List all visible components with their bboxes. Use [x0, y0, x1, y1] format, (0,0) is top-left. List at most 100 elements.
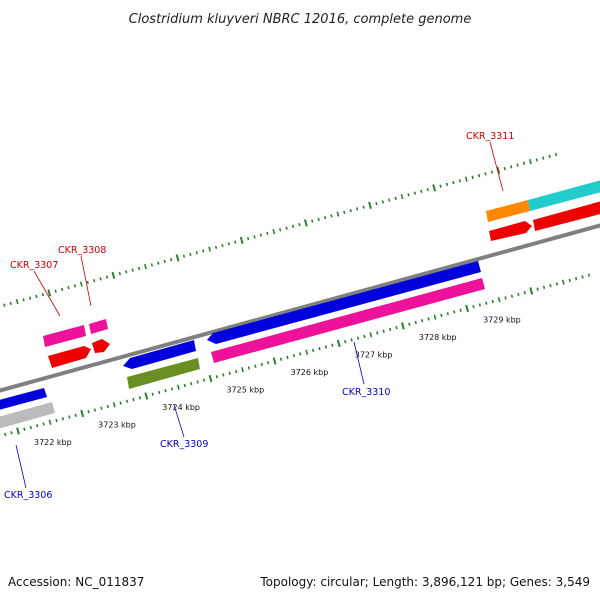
position-tick-label: 3725 kbp: [226, 385, 264, 394]
major-tick-mark: [239, 236, 244, 245]
minor-tick-mark: [452, 180, 455, 185]
minor-tick-mark: [222, 373, 225, 377]
minor-tick-mark: [490, 170, 494, 174]
minor-tick-mark: [23, 427, 26, 431]
minor-tick-mark: [189, 252, 192, 257]
minor-tick-mark: [349, 208, 352, 213]
minor-tick-mark: [485, 301, 488, 305]
minor-tick-mark: [464, 176, 468, 182]
gene-label-ckr-3306[interactable]: CKR_3306: [4, 490, 52, 501]
major-tick-mark: [47, 289, 52, 297]
minor-tick-mark: [477, 173, 481, 178]
minor-tick-mark: [196, 380, 199, 384]
minor-tick-mark: [408, 322, 411, 326]
minor-tick-mark: [3, 303, 6, 307]
accession-text: Accession: NC_011837: [8, 575, 144, 589]
minor-tick-mark: [542, 285, 546, 290]
minor-tick-mark: [298, 222, 301, 227]
minor-tick-mark: [246, 236, 250, 241]
minor-tick-mark: [29, 425, 32, 430]
minor-tick-mark: [169, 257, 173, 262]
minor-tick-mark: [356, 336, 360, 340]
minor-tick-mark: [260, 362, 263, 367]
gene-ckr-3310[interactable]: [211, 278, 485, 363]
gene-ckr-3306[interactable]: [0, 388, 47, 415]
gene-label-ckr-3308[interactable]: CKR_3308: [58, 245, 106, 256]
minor-tick-mark: [458, 179, 461, 183]
minor-tick-mark: [446, 312, 449, 316]
minor-tick-mark: [330, 214, 333, 218]
gene-label-ckr-3307[interactable]: CKR_3307: [10, 260, 58, 271]
minor-tick-mark: [555, 282, 559, 286]
gene-bar: [489, 221, 532, 241]
minor-tick-mark: [497, 297, 501, 303]
minor-tick-mark: [279, 228, 282, 232]
gene-bar: [127, 358, 200, 389]
gene-labels: CKR_3306 CKR_3307 CKR_3308 CKR_3309 CKR_…: [4, 131, 514, 501]
gene-label-ckr-3311[interactable]: CKR_3311: [466, 131, 514, 142]
minor-tick-mark: [150, 263, 154, 267]
genome-summary-text: Topology: circular; Length: 3,896,121 bp…: [259, 575, 590, 589]
genome-backbone: [0, 223, 600, 393]
minor-tick-mark: [472, 305, 475, 309]
minor-tick-mark: [382, 329, 385, 333]
minor-tick-mark: [568, 278, 571, 283]
minor-tick-mark: [305, 349, 309, 355]
major-tick-mark: [272, 357, 277, 365]
major-tick-mark: [401, 322, 405, 330]
gene-bar: [528, 180, 600, 211]
gene-bar: [207, 261, 481, 344]
minor-tick-mark: [202, 249, 205, 253]
minor-tick-mark: [93, 408, 97, 412]
minor-tick-mark: [202, 378, 206, 382]
minor-tick-mark: [433, 314, 437, 320]
position-tick-label: 3722 kbp: [34, 438, 72, 447]
gene-label-ckr-3309[interactable]: CKR_3309: [160, 439, 208, 450]
minor-tick-mark: [41, 292, 44, 297]
minor-tick-mark: [517, 292, 520, 297]
callout-line: [173, 404, 185, 438]
minor-tick-mark: [587, 273, 591, 277]
major-tick-mark: [432, 184, 437, 192]
gene-ckr-3311[interactable]: [486, 200, 530, 222]
minor-tick-mark: [48, 419, 52, 425]
minor-tick-mark: [516, 163, 519, 167]
minor-tick-mark: [106, 404, 109, 409]
minor-tick-mark: [228, 371, 231, 375]
minor-tick-mark: [323, 215, 327, 220]
minor-tick-mark: [87, 410, 90, 414]
minor-tick-mark: [279, 357, 283, 361]
minor-tick-mark: [581, 275, 584, 279]
gene-ckr-3309[interactable]: [123, 340, 196, 369]
major-tick-mark: [208, 374, 213, 383]
callout-line: [489, 141, 504, 192]
minor-tick-mark: [55, 418, 58, 423]
minor-tick-mark: [61, 417, 65, 421]
minor-tick-mark: [259, 233, 263, 237]
minor-tick-mark: [105, 275, 109, 279]
major-tick-mark: [144, 392, 149, 400]
minor-tick-mark: [504, 296, 507, 300]
gene-label-ckr-3310[interactable]: CKR_3310: [342, 387, 390, 398]
minor-tick-mark: [522, 161, 526, 165]
gene-bar: [92, 339, 110, 353]
minor-tick-mark: [132, 397, 135, 402]
minor-tick-mark: [503, 166, 506, 171]
minor-tick-mark: [491, 299, 494, 304]
major-tick-mark: [111, 271, 116, 280]
minor-tick-mark: [100, 406, 103, 410]
minor-tick-mark: [79, 281, 83, 287]
minor-tick-mark: [170, 387, 174, 391]
minor-tick-mark: [4, 432, 7, 437]
gene-ckr-3307[interactable]: [43, 325, 86, 347]
minor-tick-mark: [54, 289, 57, 293]
minor-tick-mark: [112, 402, 116, 408]
minor-tick-mark: [92, 278, 96, 283]
minor-tick-mark: [157, 261, 160, 265]
gene-bar: [48, 346, 91, 368]
minor-tick-mark: [86, 280, 89, 285]
minor-tick-mark: [407, 193, 410, 197]
minor-tick-mark: [163, 259, 166, 264]
gene-ckr-3308[interactable]: [89, 319, 108, 334]
minor-tick-mark: [215, 375, 219, 379]
